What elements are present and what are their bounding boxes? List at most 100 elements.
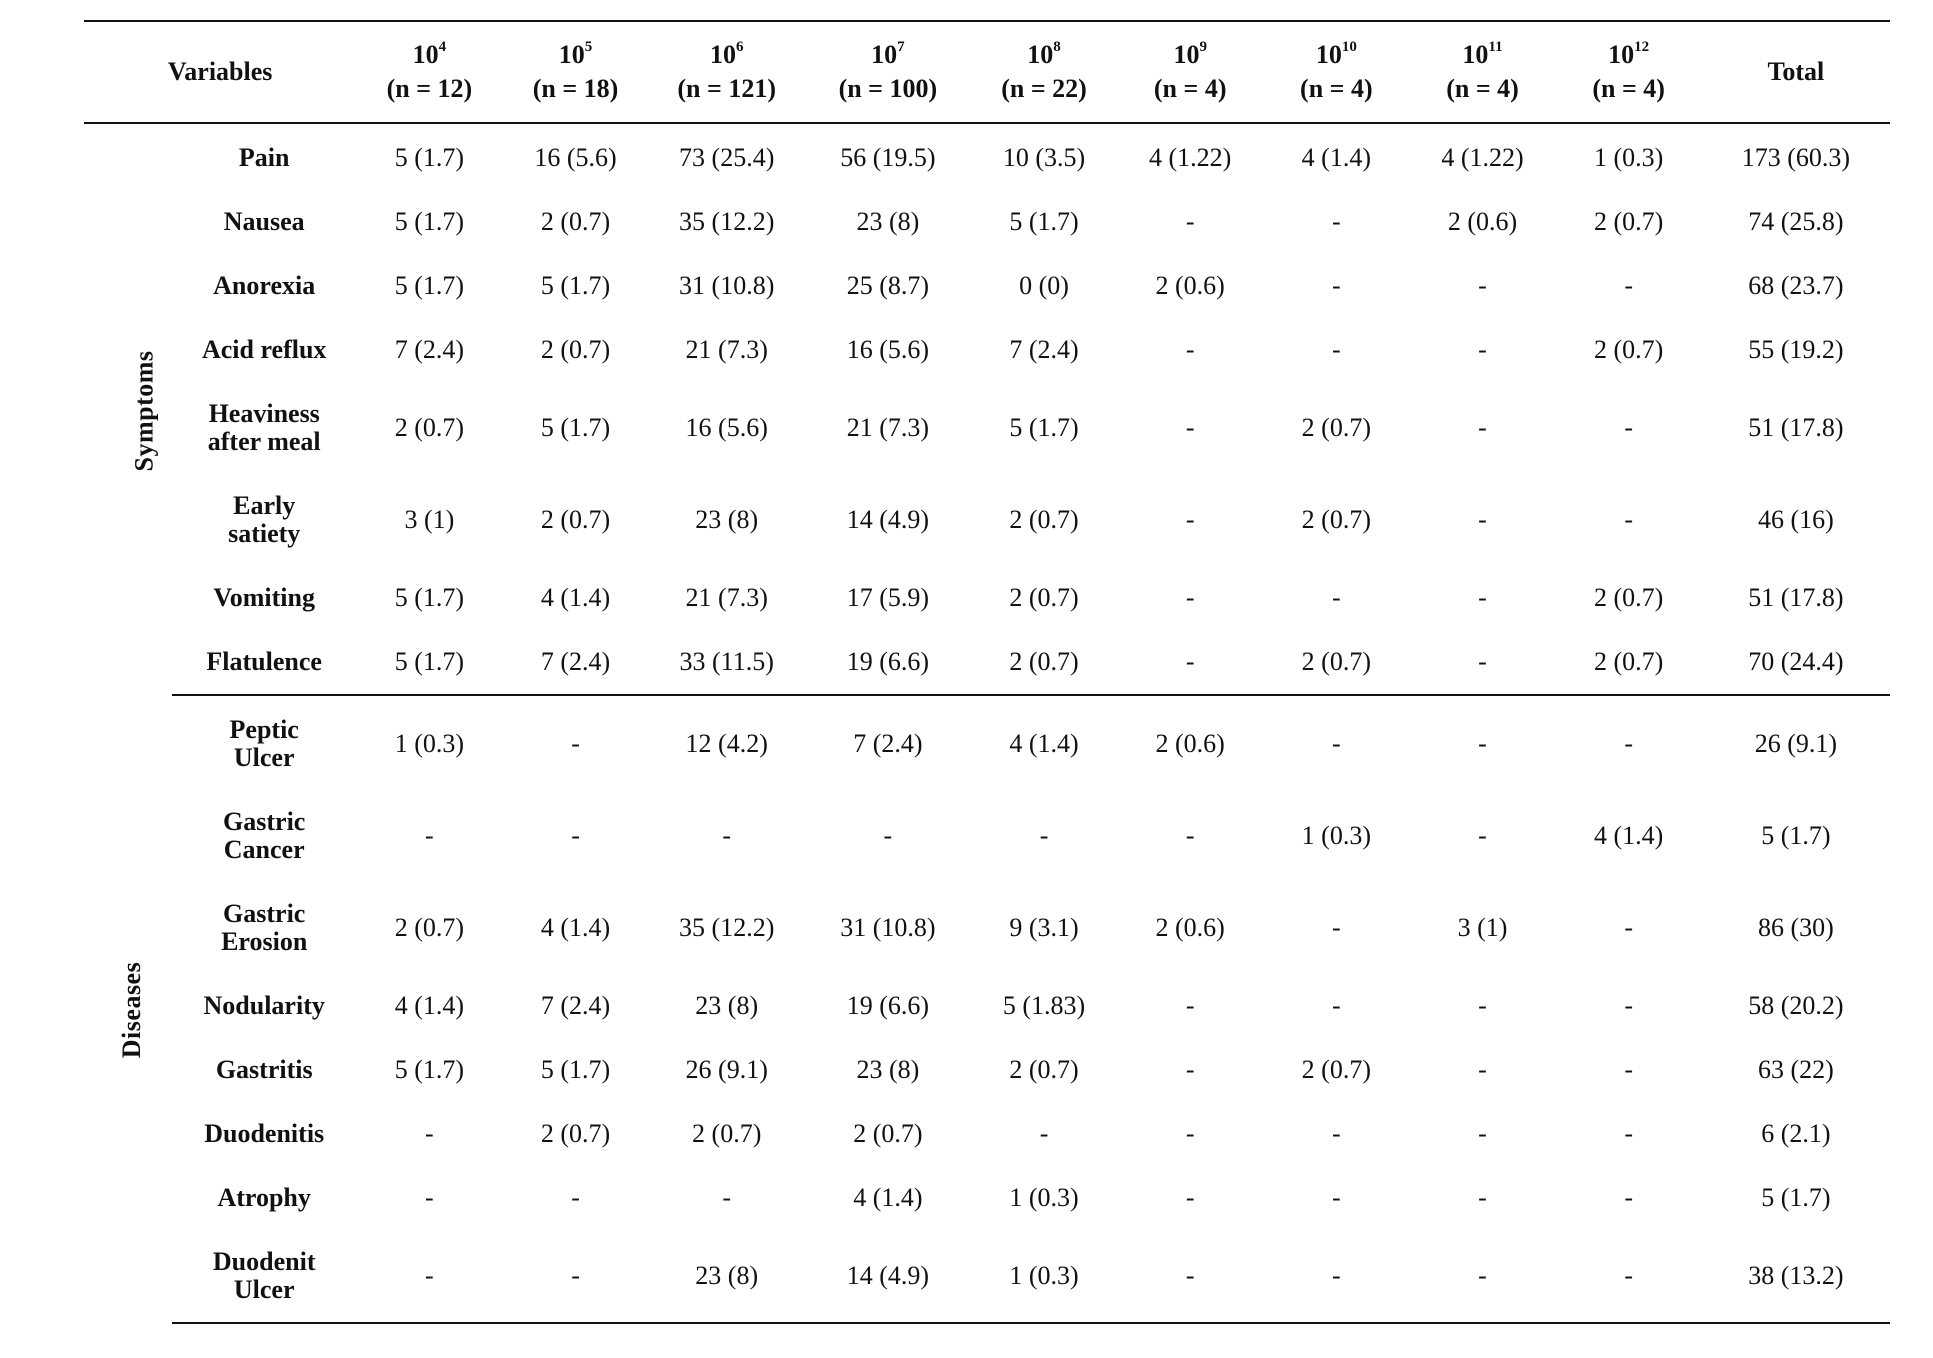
header-sample-size: (n = 4) [1446,74,1519,103]
value-cell: - [1624,1119,1633,1148]
value-cell: - [1409,630,1556,696]
header-dilution-1: 105 (n = 18) [502,20,649,124]
dilution-base: 10 [1462,40,1489,69]
dilution-exponent: 7 [897,39,905,55]
value-cell: - [1185,207,1195,236]
variable-name-line: Ulcer [233,1275,295,1304]
dilution-base: 10 [1027,40,1054,69]
value-cell: 33 (11.5) [648,630,805,696]
header-dilution-8: 1012 (n = 4) [1555,20,1702,124]
value-cell: 14 (4.9) [804,1230,971,1324]
dilution-base: 10 [1608,40,1635,69]
variable-name-line: Atrophy [217,1183,311,1212]
dilution-base: 10 [871,40,898,69]
value-cell: 21 (7.3) [685,583,768,612]
value-cell: 31 (10.8) [679,271,775,300]
table-row: Symptoms Pain 5 (1.7) 16 (5.6) 73 (25.4) 56 (… [84,123,1890,471]
value-cell: - [1332,913,1341,942]
value-cell: - [1332,207,1341,236]
value-cell: 2 (0.7) [540,1119,611,1148]
value-cell: - [722,821,732,850]
value-cell: - [571,1183,580,1212]
value-cell: 2 (0.7) [1009,583,1079,612]
variable-name-line: Heaviness [208,399,320,428]
table-row: Nodularity 4 (1.4) 7 (2.4) 23 (8) 19 (6.6) 5 … [84,974,1890,1038]
value-cell: - [571,821,580,850]
variable-name-cell: Atrophy [172,1166,356,1230]
value-cell: - [571,729,580,758]
total-cell: 68 (23.7) [1748,271,1844,300]
value-cell: 73 (25.4) [679,143,775,172]
value-cell: - [1332,271,1341,300]
value-cell: 2 (0.7) [970,630,1118,696]
variable-name-cell: Vomiting [172,566,356,630]
group-label-cell: Diseases [84,695,172,1323]
variable-name-cell: Peptic Ulcer [172,695,356,790]
dilution-exponent: 6 [735,39,744,55]
value-cell: - [1185,821,1195,850]
header-dilution-power: 1012 [1556,38,1702,72]
value-cell: 4 (1.4) [394,991,465,1020]
value-cell: - [1478,991,1487,1020]
value-cell: 2 (0.6) [1155,271,1225,300]
table-row: Heaviness after meal 2 (0.7) 5 (1.7) 16 (5.6… [84,382,1890,474]
total-cell: 5 (1.7) [1761,1183,1831,1212]
value-cell: - [1185,413,1195,442]
value-cell: 4 (1.4) [1593,821,1664,850]
header-dilution-5: 109 (n = 4) [1117,20,1264,124]
dilution-exponent: 12 [1634,39,1650,55]
variable-name-line: Duodenitis [204,1119,325,1148]
table-row: Acid reflux 7 (2.4) 2 (0.7) 21 (7.3) 16 (5.6… [84,318,1890,382]
table-row: Gastritis 5 (1.7) 5 (1.7) 26 (9.1) 23 (8) 2 (… [84,1038,1890,1102]
value-cell: 2 (0.7) [1301,1055,1371,1084]
value-cell: 7 (2.4) [502,630,649,696]
total-cell: 63 (22) [1757,1055,1834,1084]
total-cell: 70 (24.4) [1701,630,1890,696]
value-cell: 2 (0.7) [394,413,465,442]
value-cell: 2 (0.7) [1593,335,1664,364]
variable-name-cell: Duodenit Ulcer [172,1230,357,1324]
variable-name-line: Acid reflux [201,335,327,364]
value-cell: 2 (0.7) [1555,630,1702,696]
value-cell: 2 (0.7) [1263,630,1410,696]
value-cell: 5 (1.83) [1002,991,1086,1020]
value-cell: - [1117,630,1264,696]
header-sample-size: (n = 12) [386,74,473,103]
value-cell: 2 (0.6) [1155,729,1225,758]
value-cell: 4 (1.4) [540,583,611,612]
header-dilution-7: 1011 (n = 4) [1409,20,1556,124]
value-cell: 10 (3.5) [1002,143,1086,172]
total-cell: 173 (60.3) [1741,143,1851,172]
group-label-cell: Symptoms [84,123,172,695]
value-cell: - [1185,505,1195,534]
variable-name-cell: Nodularity [172,974,356,1038]
value-cell: - [1332,991,1341,1020]
header-dilution-4: 108 (n = 22) [970,20,1118,124]
value-cell: - [502,1230,649,1324]
value-cell: 9 (3.1) [1009,913,1079,942]
value-cell: 4 (1.4) [1009,729,1079,758]
value-cell: - [1478,821,1487,850]
value-cell: - [1478,505,1487,534]
value-cell: 5 (1.7) [1009,413,1079,442]
value-cell: 19 (6.6) [804,630,971,696]
value-cell: 5 (1.7) [540,413,611,442]
value-cell: 35 (12.2) [679,913,775,942]
variable-name-line: satiety [228,519,301,548]
header-row: Variables 104 (n = 12) 105 (n = 18) 106 (n = … [84,20,1890,124]
total-cell: 26 (9.1) [1754,729,1838,758]
variable-name-line: Nausea [223,207,305,236]
value-cell: 16 (5.6) [846,335,930,364]
total-cell: 86 (30) [1757,913,1834,942]
table-row: Gastric Erosion 2 (0.7) 4 (1.4) 35 (12.2) 31 … [84,882,1890,974]
header-dilution-3: 107 (n = 100) [804,20,971,124]
variable-name-line: Ulcer [233,743,295,772]
results-table: Variables 104 (n = 12) 105 (n = 18) 106 (n = … [84,20,1890,1324]
value-cell: - [1117,1230,1264,1324]
dilution-base: 10 [709,40,736,69]
value-cell: 5 (1.7) [394,207,465,236]
value-cell: - [425,1183,434,1212]
total-cell: 6 (2.1) [1761,1119,1831,1148]
header-dilution-power: 107 [805,38,971,72]
header-dilution-power: 105 [502,38,648,72]
